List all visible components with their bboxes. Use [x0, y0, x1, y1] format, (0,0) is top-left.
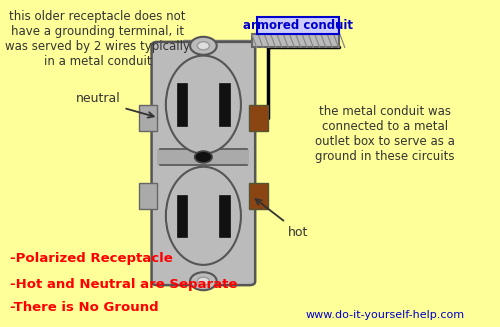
FancyBboxPatch shape [152, 42, 255, 285]
Text: -Hot and Neutral are Separate: -Hot and Neutral are Separate [10, 278, 237, 291]
Text: www.do-it-yourself-help.com: www.do-it-yourself-help.com [305, 310, 464, 320]
Bar [177, 195, 188, 237]
Text: the metal conduit was
connected to a metal
outlet box to serve as a
ground in th: the metal conduit was connected to a met… [315, 105, 454, 163]
Circle shape [194, 151, 212, 163]
Bar [177, 83, 188, 126]
Ellipse shape [190, 37, 216, 55]
Ellipse shape [166, 167, 241, 265]
Bar [158, 149, 250, 165]
Bar [250, 183, 268, 209]
Ellipse shape [190, 272, 216, 290]
Text: -Polarized Receptacle: -Polarized Receptacle [10, 252, 172, 265]
Ellipse shape [198, 277, 209, 285]
Text: armored conduit: armored conduit [243, 19, 353, 32]
Ellipse shape [198, 42, 209, 50]
Bar [256, 17, 339, 34]
Text: neutral: neutral [76, 92, 121, 105]
Text: hot: hot [288, 226, 308, 239]
Text: -There is No Ground: -There is No Ground [10, 301, 158, 314]
Bar [250, 105, 268, 131]
Ellipse shape [166, 56, 241, 154]
Bar [252, 34, 339, 47]
Bar [220, 195, 230, 237]
Bar [139, 105, 158, 131]
Text: this older receptacle does not
have a grounding terminal, it
was served by 2 wir: this older receptacle does not have a gr… [5, 10, 190, 68]
Bar [220, 83, 230, 126]
Bar [139, 183, 158, 209]
